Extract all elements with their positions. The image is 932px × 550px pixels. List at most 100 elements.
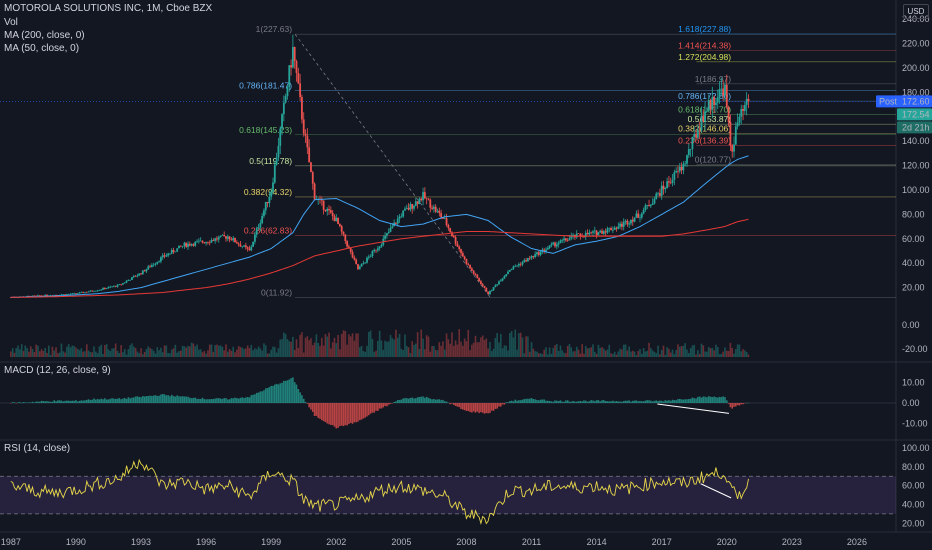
candle-body [718,89,721,98]
volume-bar [711,347,714,357]
candle-body [272,182,274,192]
candle-body [257,227,260,229]
macd-histogram-bar [718,396,721,403]
volume-bar [660,350,663,357]
macd-histogram-bar [35,401,37,403]
rsi-line [10,458,749,525]
candle-body [160,257,162,262]
last-value: 172.54 [902,109,930,119]
candle-body [360,264,363,267]
candle-body [709,100,712,110]
candle-body [156,261,159,264]
candle-body [62,294,65,295]
volume-bar [407,347,410,357]
candle-body [498,281,500,285]
macd-histogram-bar [711,397,714,403]
volume-bar [577,349,580,357]
price-tick-label: 220.00 [902,39,930,49]
macd-histogram-bar [170,394,173,403]
volume-bar [107,349,110,357]
rsi-title[interactable]: RSI (14, close) [4,443,71,454]
volume-bar [501,348,504,357]
macd-histogram-bar [624,400,627,403]
volume-bar [232,346,235,357]
macd-histogram-bar [134,396,137,403]
volume-bar [17,345,19,357]
macd-histogram-bar [348,403,350,424]
candle-body [597,232,600,236]
macd-histogram-bar [541,399,544,403]
macd-histogram-bar [308,403,310,408]
macd-histogram-bar [232,398,235,403]
candle-body [136,275,139,277]
macd-histogram-bar [592,400,594,403]
macd-histogram-bar [152,395,155,403]
volume-bar [716,346,719,357]
macd-histogram-bar [113,398,115,403]
candle-body [503,275,506,279]
candle-body [512,266,515,269]
candle-body [114,285,117,287]
price-tick-label: 200.00 [902,63,930,73]
ma200-legend[interactable]: MA (200, close, 0) [4,30,85,41]
macd-histogram-bar [604,401,607,403]
volume-bar [234,352,236,357]
volume-bar [116,350,119,357]
volume-bar [740,351,743,357]
volume-bar [481,335,484,357]
volume-bar [127,349,130,357]
candle-body [613,227,616,230]
candle-body [100,289,103,291]
macd-histogram-bar [138,396,141,403]
volume-bar [666,347,668,357]
volume-bar [226,351,229,357]
candle-body [178,245,180,249]
currency-button[interactable]: USD [903,4,929,19]
macd-histogram-bar [698,396,701,403]
candle-body [432,206,435,209]
macd-histogram-bar [290,378,292,403]
macd-histogram-bar [208,399,211,403]
macd-histogram-bar [650,400,652,403]
macd-histogram-bar [469,403,471,413]
volume-bar [424,349,426,357]
fib-retracement-label: 0.5(119.78) [249,156,292,166]
candle-body [743,105,746,111]
volume-bar [621,349,623,357]
volume-bar [174,344,177,357]
macd-histogram-bar [561,401,564,403]
candle-body [451,232,453,236]
post-label: Post [879,96,898,106]
volume-bar [733,353,735,357]
ma50-legend[interactable]: MA (50, close, 0) [4,43,80,54]
candle-body [362,263,365,265]
volume-bar [747,354,750,357]
candle-body [284,96,287,103]
macd-histogram-bar [100,398,103,403]
macd-histogram-bar [462,403,464,410]
candle-body [499,280,502,282]
volume-bar [581,344,583,357]
candle-body [461,253,464,257]
candle-body [592,231,594,233]
volume-bar [66,346,68,357]
macd-title[interactable]: MACD (12, 26, close, 9) [4,365,111,376]
macd-histogram-bar [642,401,645,403]
vol-legend[interactable]: Vol [4,17,18,28]
volume-bar [416,332,419,357]
volume-bar [449,343,451,357]
volume-bar [664,354,667,357]
candle-body [228,236,231,240]
candle-body [445,218,448,226]
candle-body [147,266,150,270]
candle-body [447,225,450,229]
volume-bar [706,351,708,357]
fib-extension-label: 1(186.97) [695,74,732,84]
volume-bar [673,354,676,357]
macd-histogram-bar [360,403,363,420]
macd-histogram-bar [715,397,717,403]
candle-body [172,249,175,253]
volume-bar [539,353,542,357]
macd-histogram-bar [510,400,513,403]
